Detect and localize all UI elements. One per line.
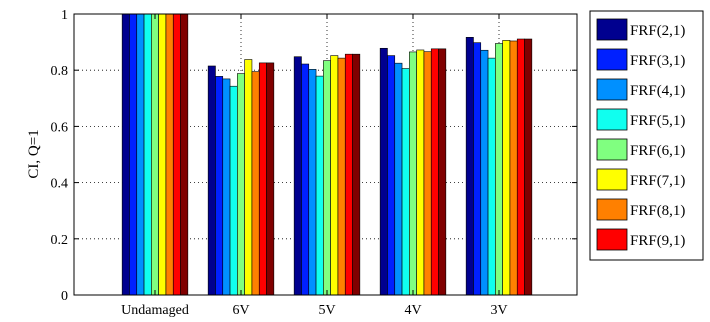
bar-series-8-6v <box>266 62 275 296</box>
bar-series-1-undamaged <box>129 13 138 296</box>
legend-swatch-7 <box>596 228 628 251</box>
bar-series-6-3v <box>509 40 518 296</box>
bar-series-5-6v <box>244 59 253 296</box>
bar-series-0-6v <box>207 65 216 296</box>
legend: FRF(2,1) FRF(3,1) FRF(4,1) FRF(5,1) FRF(6,1)… <box>589 10 704 261</box>
y-axis-label: CI, Q=1 <box>26 129 42 178</box>
bar-series-2-4v <box>394 62 403 296</box>
x-tick-labels: Undamaged 6V 5V 4V 3V <box>121 303 507 318</box>
bar-series-6-5v <box>337 57 346 296</box>
legend-entry-label: FRF(4,1) <box>630 83 685 99</box>
legend-swatch-3 <box>596 108 628 131</box>
legend-entry-label: FRF(2,1) <box>630 23 685 39</box>
bar-series-5-5v <box>330 55 339 296</box>
legend-entry-label: FRF(5,1) <box>630 113 685 129</box>
bar-series-5-undamaged <box>158 13 167 296</box>
bar-series-7-5v <box>344 53 353 296</box>
x-tick-label: 5V <box>318 303 335 318</box>
bar-series-4-5v <box>323 60 331 296</box>
bar-series-1-4v <box>387 55 396 296</box>
bar-series-1-6v <box>215 76 224 296</box>
bar-series-3-3v <box>487 57 496 296</box>
legend-swatch-1 <box>596 48 628 71</box>
bar-series-1-5v <box>301 63 310 296</box>
bar-series-0-5v <box>293 56 302 296</box>
bar-series-4-6v <box>237 73 245 296</box>
bar-series-5-3v <box>502 40 511 296</box>
legend-swatch-0 <box>596 18 628 41</box>
bar-series-3-4v <box>401 68 410 296</box>
x-tick-label: 4V <box>404 303 421 318</box>
bar-series-0-3v <box>465 37 474 296</box>
legend-swatch-6 <box>596 198 628 221</box>
bar-series-7-4v <box>430 48 439 296</box>
x-tick-label: 6V <box>232 303 249 318</box>
y-tick-label: 0.4 <box>51 177 69 192</box>
legend-swatch-4 <box>596 138 628 161</box>
bar-series-8-3v <box>524 38 533 296</box>
bar-series-5-4v <box>416 49 425 296</box>
bar-series-2-5v <box>308 69 317 296</box>
bar-series-2-undamaged <box>136 13 145 296</box>
y-tick-label: 0.8 <box>51 64 69 79</box>
bar-series-7-undamaged <box>172 13 181 296</box>
bar-series-2-3v <box>480 49 489 296</box>
y-tick-labels: 0 0.2 0.4 0.6 0.8 1 <box>51 8 69 304</box>
legend-swatch-5 <box>596 168 628 191</box>
bar-series-3-5v <box>315 75 324 296</box>
x-tick-label: 3V <box>490 303 507 318</box>
bar-series-0-4v <box>379 47 388 296</box>
legend-box <box>589 10 704 261</box>
bar-series-3-undamaged <box>143 13 152 296</box>
legend-entry-label: FRF(3,1) <box>630 53 685 69</box>
bar-series-8-4v <box>438 48 447 296</box>
legend-entry-label: FRF(6,1) <box>630 143 685 159</box>
bar-series-4-4v <box>409 51 417 296</box>
bar-series-8-5v <box>352 53 361 296</box>
legend-swatch-2 <box>596 78 628 101</box>
y-tick-label: 1 <box>61 8 68 23</box>
bar-series-6-undamaged <box>165 13 174 296</box>
axis-ticks <box>74 13 577 296</box>
bar-series-7-6v <box>258 62 267 296</box>
y-tick-label: 0.6 <box>51 120 69 135</box>
legend-entry-label: FRF(7,1) <box>630 173 685 189</box>
y-tick-label: 0 <box>61 289 68 304</box>
bar-series-4-3v <box>495 43 503 296</box>
bar-series-7-3v <box>516 38 525 296</box>
x-tick-label: Undamaged <box>121 303 189 318</box>
bar-series-2-6v <box>222 78 231 296</box>
legend-entry-label: FRF(9,1) <box>630 233 685 249</box>
bar-series-6-4v <box>423 51 432 296</box>
bar-series-0-undamaged <box>121 13 130 296</box>
bar-series-6-6v <box>251 71 260 296</box>
plot-area-frame <box>73 13 578 296</box>
bar-series-1-3v <box>473 42 482 296</box>
bar-series-3-6v <box>229 85 238 296</box>
bar-series-8-undamaged <box>180 13 189 296</box>
bar-series-4-undamaged <box>151 13 159 296</box>
legend-entry-label: FRF(8,1) <box>630 203 685 219</box>
y-tick-label: 0.2 <box>51 233 69 248</box>
